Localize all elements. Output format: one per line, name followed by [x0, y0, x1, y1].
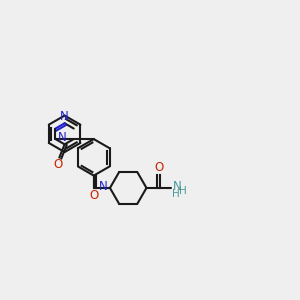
Text: N: N	[60, 110, 69, 123]
Text: O: O	[154, 161, 164, 174]
Text: H: H	[179, 186, 187, 196]
Text: O: O	[53, 158, 62, 172]
Text: H: H	[172, 189, 180, 200]
Text: N: N	[58, 131, 66, 144]
Text: N: N	[172, 180, 181, 193]
Text: N: N	[99, 180, 108, 193]
Text: O: O	[89, 189, 98, 202]
